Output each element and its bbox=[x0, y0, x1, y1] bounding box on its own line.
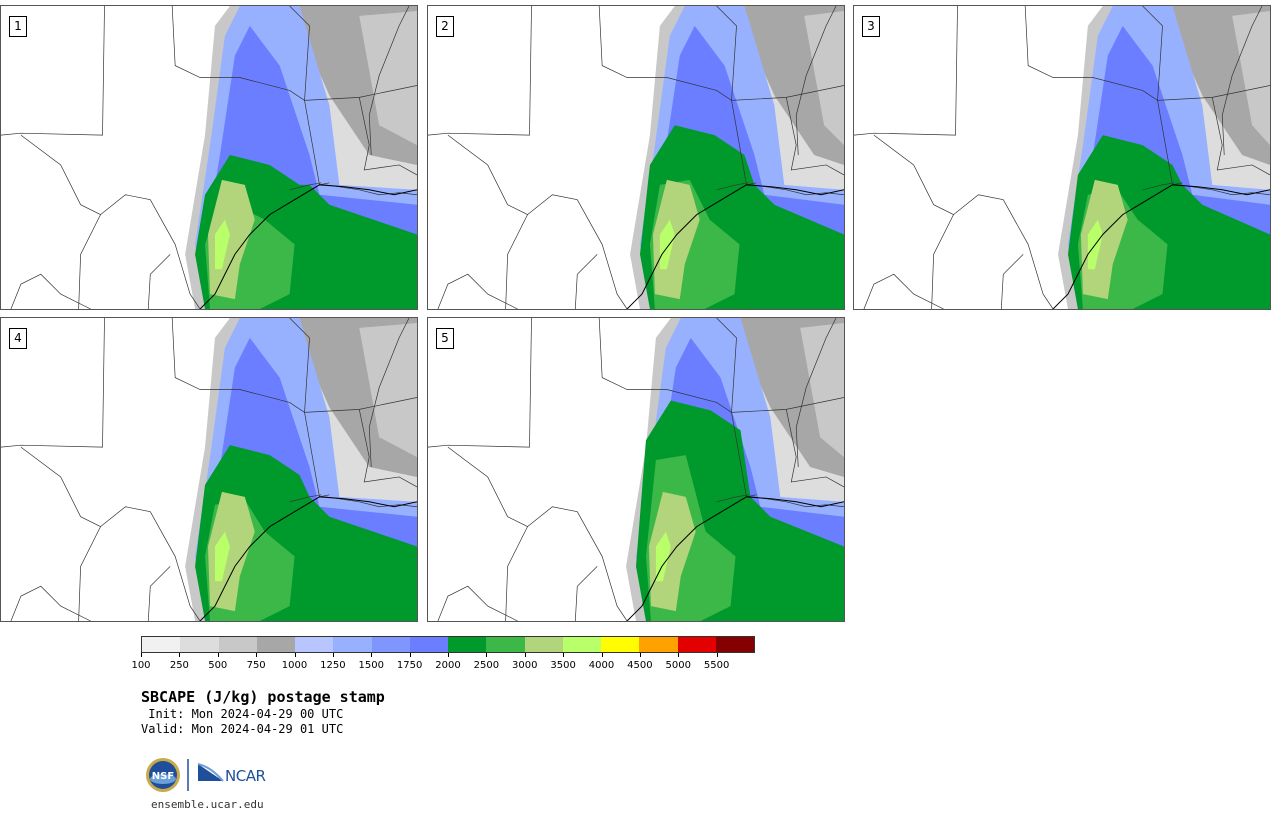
sbcape-map bbox=[1, 318, 417, 621]
colorbar-tick-label: 1750 bbox=[396, 660, 423, 671]
colorbar-swatch bbox=[715, 637, 754, 652]
nsf-logo: NSF bbox=[146, 758, 180, 792]
cape-500-shade bbox=[359, 10, 417, 146]
panel-number-label: 4 bbox=[9, 328, 27, 349]
footer-url: ensemble.ucar.edu bbox=[151, 798, 264, 811]
state-boundaries bbox=[854, 6, 1270, 309]
coastline bbox=[626, 496, 844, 621]
colorbar-swatch bbox=[409, 637, 448, 652]
sbcape-map bbox=[1, 6, 417, 309]
colorbar-tick-label: 750 bbox=[246, 660, 266, 671]
cape-3500-shade bbox=[214, 219, 230, 270]
sbcape-colorbar bbox=[141, 636, 755, 653]
cape-3500-shade bbox=[655, 531, 671, 582]
colorbar-tick-label: 1000 bbox=[281, 660, 308, 671]
colorbar-swatch bbox=[295, 637, 334, 652]
colorbar-tick-label: 1500 bbox=[358, 660, 384, 671]
sbcape-map bbox=[428, 6, 844, 309]
colorbar-swatch bbox=[562, 637, 601, 652]
panel-number-label: 3 bbox=[862, 16, 880, 37]
colorbar-tick-label: 100 bbox=[131, 660, 151, 671]
colorbar-tick bbox=[448, 653, 449, 657]
svg-text:NCAR: NCAR bbox=[225, 767, 265, 785]
cape-500-shade bbox=[800, 322, 844, 458]
colorbar-tick bbox=[563, 653, 565, 657]
cape-3500-shade bbox=[214, 531, 230, 582]
coastline bbox=[626, 184, 844, 309]
colorbar-swatch bbox=[142, 637, 181, 652]
colorbar-tick bbox=[332, 653, 334, 657]
valid-time: Valid: Mon 2024-04-29 01 UTC bbox=[141, 722, 344, 736]
colorbar-swatch bbox=[601, 637, 640, 652]
panel-number-label: 1 bbox=[9, 16, 27, 37]
colorbar-swatch bbox=[448, 637, 487, 652]
colorbar-tick bbox=[716, 653, 718, 657]
colorbar-tick bbox=[294, 653, 296, 657]
colorbar-swatch bbox=[218, 637, 257, 652]
map-panel-2: 2 bbox=[427, 5, 845, 310]
colorbar-swatch bbox=[371, 637, 410, 652]
colorbar-tick bbox=[409, 653, 411, 657]
ncar-logo: NCAR bbox=[197, 763, 266, 785]
colorbar-tick-label: 5500 bbox=[703, 660, 730, 671]
colorbar-tick bbox=[141, 653, 142, 657]
cape-500-shade bbox=[1232, 10, 1270, 146]
map-panel-1: 1 bbox=[0, 5, 418, 310]
colorbar-tick bbox=[371, 653, 373, 657]
init-time: Init: Mon 2024-04-29 00 UTC bbox=[141, 707, 344, 721]
sbcape-map bbox=[854, 6, 1270, 309]
colorbar-swatch bbox=[639, 637, 678, 652]
panel-number-label: 5 bbox=[436, 328, 454, 349]
colorbar-tick bbox=[639, 653, 641, 657]
colorbar-tick-label: 3500 bbox=[550, 660, 576, 671]
colorbar-tick bbox=[524, 653, 526, 657]
colorbar-tick-label: 4500 bbox=[627, 660, 653, 671]
colorbar-swatch bbox=[180, 637, 219, 652]
colorbar-swatch bbox=[256, 637, 295, 652]
map-panel-5: 5 bbox=[427, 317, 845, 622]
cape-500-shade bbox=[804, 10, 844, 146]
cape-3500-shade bbox=[659, 219, 675, 270]
colorbar-tick-label: 2000 bbox=[435, 660, 461, 671]
colorbar-tick-label: 250 bbox=[169, 660, 189, 671]
colorbar-tick bbox=[601, 653, 603, 657]
colorbar-tick-label: 500 bbox=[208, 660, 228, 671]
colorbar-tick-label: 5000 bbox=[665, 660, 691, 671]
colorbar-tick bbox=[217, 653, 219, 657]
sbcape-map bbox=[428, 318, 844, 621]
colorbar-ticks: 100 250 500 750 1000 1250 1500 1750 2000 2500 3000… bbox=[131, 653, 755, 673]
coastline bbox=[1052, 184, 1270, 309]
nsf-ncar-logos: NSF NCAR bbox=[145, 757, 275, 793]
colorbar-tick-label: 1250 bbox=[320, 660, 346, 671]
cape-500-shade bbox=[359, 322, 417, 458]
colorbar-tick bbox=[486, 653, 488, 657]
map-panel-3: 3 bbox=[853, 5, 1271, 310]
panel-number-label: 2 bbox=[436, 16, 454, 37]
state-boundaries bbox=[1, 6, 417, 309]
colorbar-tick-label: 4000 bbox=[588, 660, 615, 671]
coastline bbox=[199, 496, 417, 621]
coastline bbox=[199, 184, 417, 309]
svg-text:NSF: NSF bbox=[152, 771, 174, 782]
colorbar-tick bbox=[179, 653, 181, 657]
colorbar-tick-label: 2500 bbox=[473, 660, 500, 671]
colorbar-tick bbox=[256, 653, 258, 657]
colorbar-tick bbox=[678, 653, 680, 657]
plot-title: SBCAPE (J/kg) postage stamp bbox=[141, 688, 385, 706]
map-panel-4: 4 bbox=[0, 317, 418, 622]
state-boundaries bbox=[428, 318, 844, 621]
colorbar-swatch bbox=[333, 637, 372, 652]
colorbar-swatch bbox=[524, 637, 563, 652]
colorbar-tick-label: 3000 bbox=[512, 660, 538, 671]
colorbar-swatch bbox=[486, 637, 525, 652]
colorbar-swatch bbox=[677, 637, 716, 652]
